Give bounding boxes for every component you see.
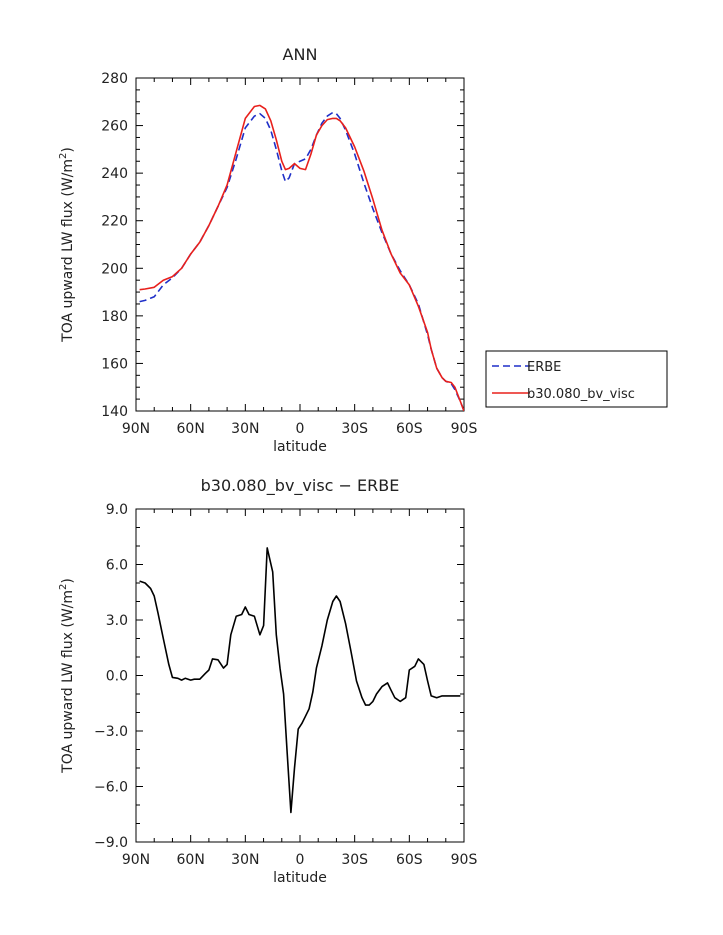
y-axis-title-sup: 2 xyxy=(58,584,69,590)
y-axis-title: TOA upward LW flux (W/m2) xyxy=(58,578,76,774)
y-tick-label: 220 xyxy=(101,214,128,230)
series-line-difference xyxy=(139,547,461,814)
x-tick-label: 0 xyxy=(296,421,305,437)
plot-frame xyxy=(135,508,465,843)
series-line-erbe xyxy=(139,111,464,411)
y-axis-title-end: ) xyxy=(60,578,76,583)
x-tick-label: 30N xyxy=(231,852,259,868)
y-tick-label: −9.0 xyxy=(94,835,128,851)
x-tick-label: 90N xyxy=(122,421,150,437)
chart-title: ANN xyxy=(283,45,318,64)
y-tick-label: 9.0 xyxy=(106,502,128,518)
x-tick-label: 30N xyxy=(231,421,259,437)
x-tick-label: 60N xyxy=(177,421,205,437)
y-tick-label: 6.0 xyxy=(106,558,128,574)
y-tick-label: 240 xyxy=(101,166,128,182)
y-axis-title-main: TOA upward LW flux (W/m xyxy=(60,590,76,774)
y-axis-title: TOA upward LW flux (W/m2) xyxy=(58,147,76,343)
chart-flux-difference: 90N 60N 30N 0 30S 60S 90S −9.0 −6.0 −3.0 0.0 3.0 6.0… xyxy=(58,476,477,886)
y-tick-label: 0.0 xyxy=(106,669,128,685)
series-line-b30-080-bv-visc xyxy=(139,104,464,411)
y-axis-title-sup: 2 xyxy=(58,153,69,159)
y-axis-title-main: TOA upward LW flux (W/m xyxy=(60,159,76,343)
x-tick-label: 0 xyxy=(296,852,305,868)
x-tick-label: 30S xyxy=(341,852,368,868)
x-tick-label: 90N xyxy=(122,852,150,868)
x-tick-label: 60N xyxy=(177,852,205,868)
y-tick-label: −3.0 xyxy=(94,724,128,740)
chart-title: b30.080_bv_visc − ERBE xyxy=(201,476,400,496)
y-tick-label: 3.0 xyxy=(106,613,128,629)
x-tick-label: 90S xyxy=(451,421,478,437)
legend-label: ERBE xyxy=(527,360,561,375)
legend-label: b30.080_bv_visc xyxy=(527,387,635,402)
x-tick-label: 60S xyxy=(396,421,423,437)
plot-frame xyxy=(135,77,465,412)
y-tick-label: 140 xyxy=(101,404,128,420)
y-tick-label: 280 xyxy=(101,71,128,87)
y-tick-label: −6.0 xyxy=(94,780,128,796)
x-tick-label: 30S xyxy=(341,421,368,437)
chart-annual-flux: 90N 60N 30N 0 30S 60S 90S 140 160 180 200 220 240 260… xyxy=(58,45,668,455)
y-tick-label: 260 xyxy=(101,119,128,135)
x-axis-title: latitude xyxy=(273,870,327,886)
x-tick-label: 90S xyxy=(451,852,478,868)
x-tick-label: 60S xyxy=(396,852,423,868)
y-axis-title-end: ) xyxy=(60,147,76,152)
y-tick-label: 180 xyxy=(101,309,128,325)
legend-box xyxy=(485,350,668,408)
x-axis-title: latitude xyxy=(273,439,327,455)
y-tick-label: 160 xyxy=(101,356,128,372)
y-tick-label: 200 xyxy=(101,261,128,277)
